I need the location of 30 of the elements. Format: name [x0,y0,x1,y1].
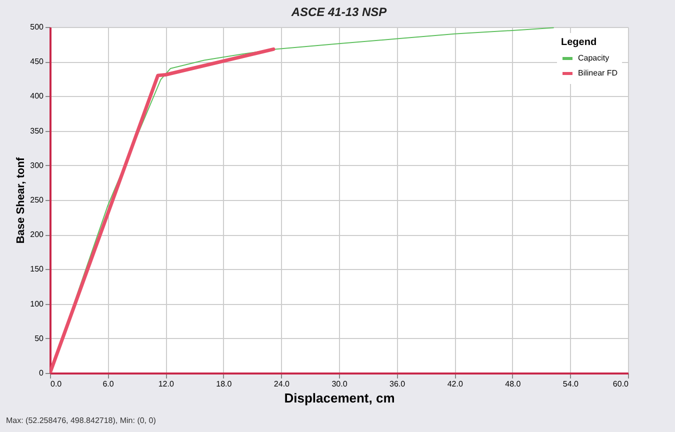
x-tick-label: 54.0 [562,380,580,388]
y-tick-label: 450 [30,57,44,66]
chart-title: ASCE 41-13 NSP [290,5,388,19]
x-tick-label: 30.0 [332,380,348,388]
y-tick-label: 50 [34,334,44,343]
x-tick-label: 42.0 [447,380,464,388]
y-tick-label: 500 [30,22,44,32]
y-axis-title: Base Shear, tonf [15,157,28,244]
y-tick-label: 300 [30,160,44,170]
y-tick-label: 0 [39,368,44,378]
x-tick-label: 6.0 [102,380,114,388]
legend-label: Capacity [578,54,610,62]
x-tick-label: 18.0 [216,380,232,388]
line-series [50,47,276,373]
y-tick-label: 200 [30,230,44,240]
x-tick-label: 36.0 [390,380,406,388]
y-tick-label: 400 [30,92,44,101]
legend-title: Legend [561,37,597,48]
y-tick-label: 350 [30,126,44,136]
legend-label: Bilinear FD [578,68,618,78]
x-tick-label: 60.0 [612,380,630,388]
x-axis-title: Displacement, cm [284,390,395,406]
x-tick-label: 24.0 [274,380,290,388]
x-tick-label: 0.0 [50,380,62,388]
x-tick-label: 12.0 [158,380,174,388]
text: Max: (52.258476, 498.842718), Min: (0, 0) [6,416,156,425]
y-tick-label: 100 [30,299,44,308]
y-tick-label: 150 [30,264,44,274]
x-tick-label: 48.0 [505,380,522,388]
y-tick-label: 250 [30,196,44,204]
